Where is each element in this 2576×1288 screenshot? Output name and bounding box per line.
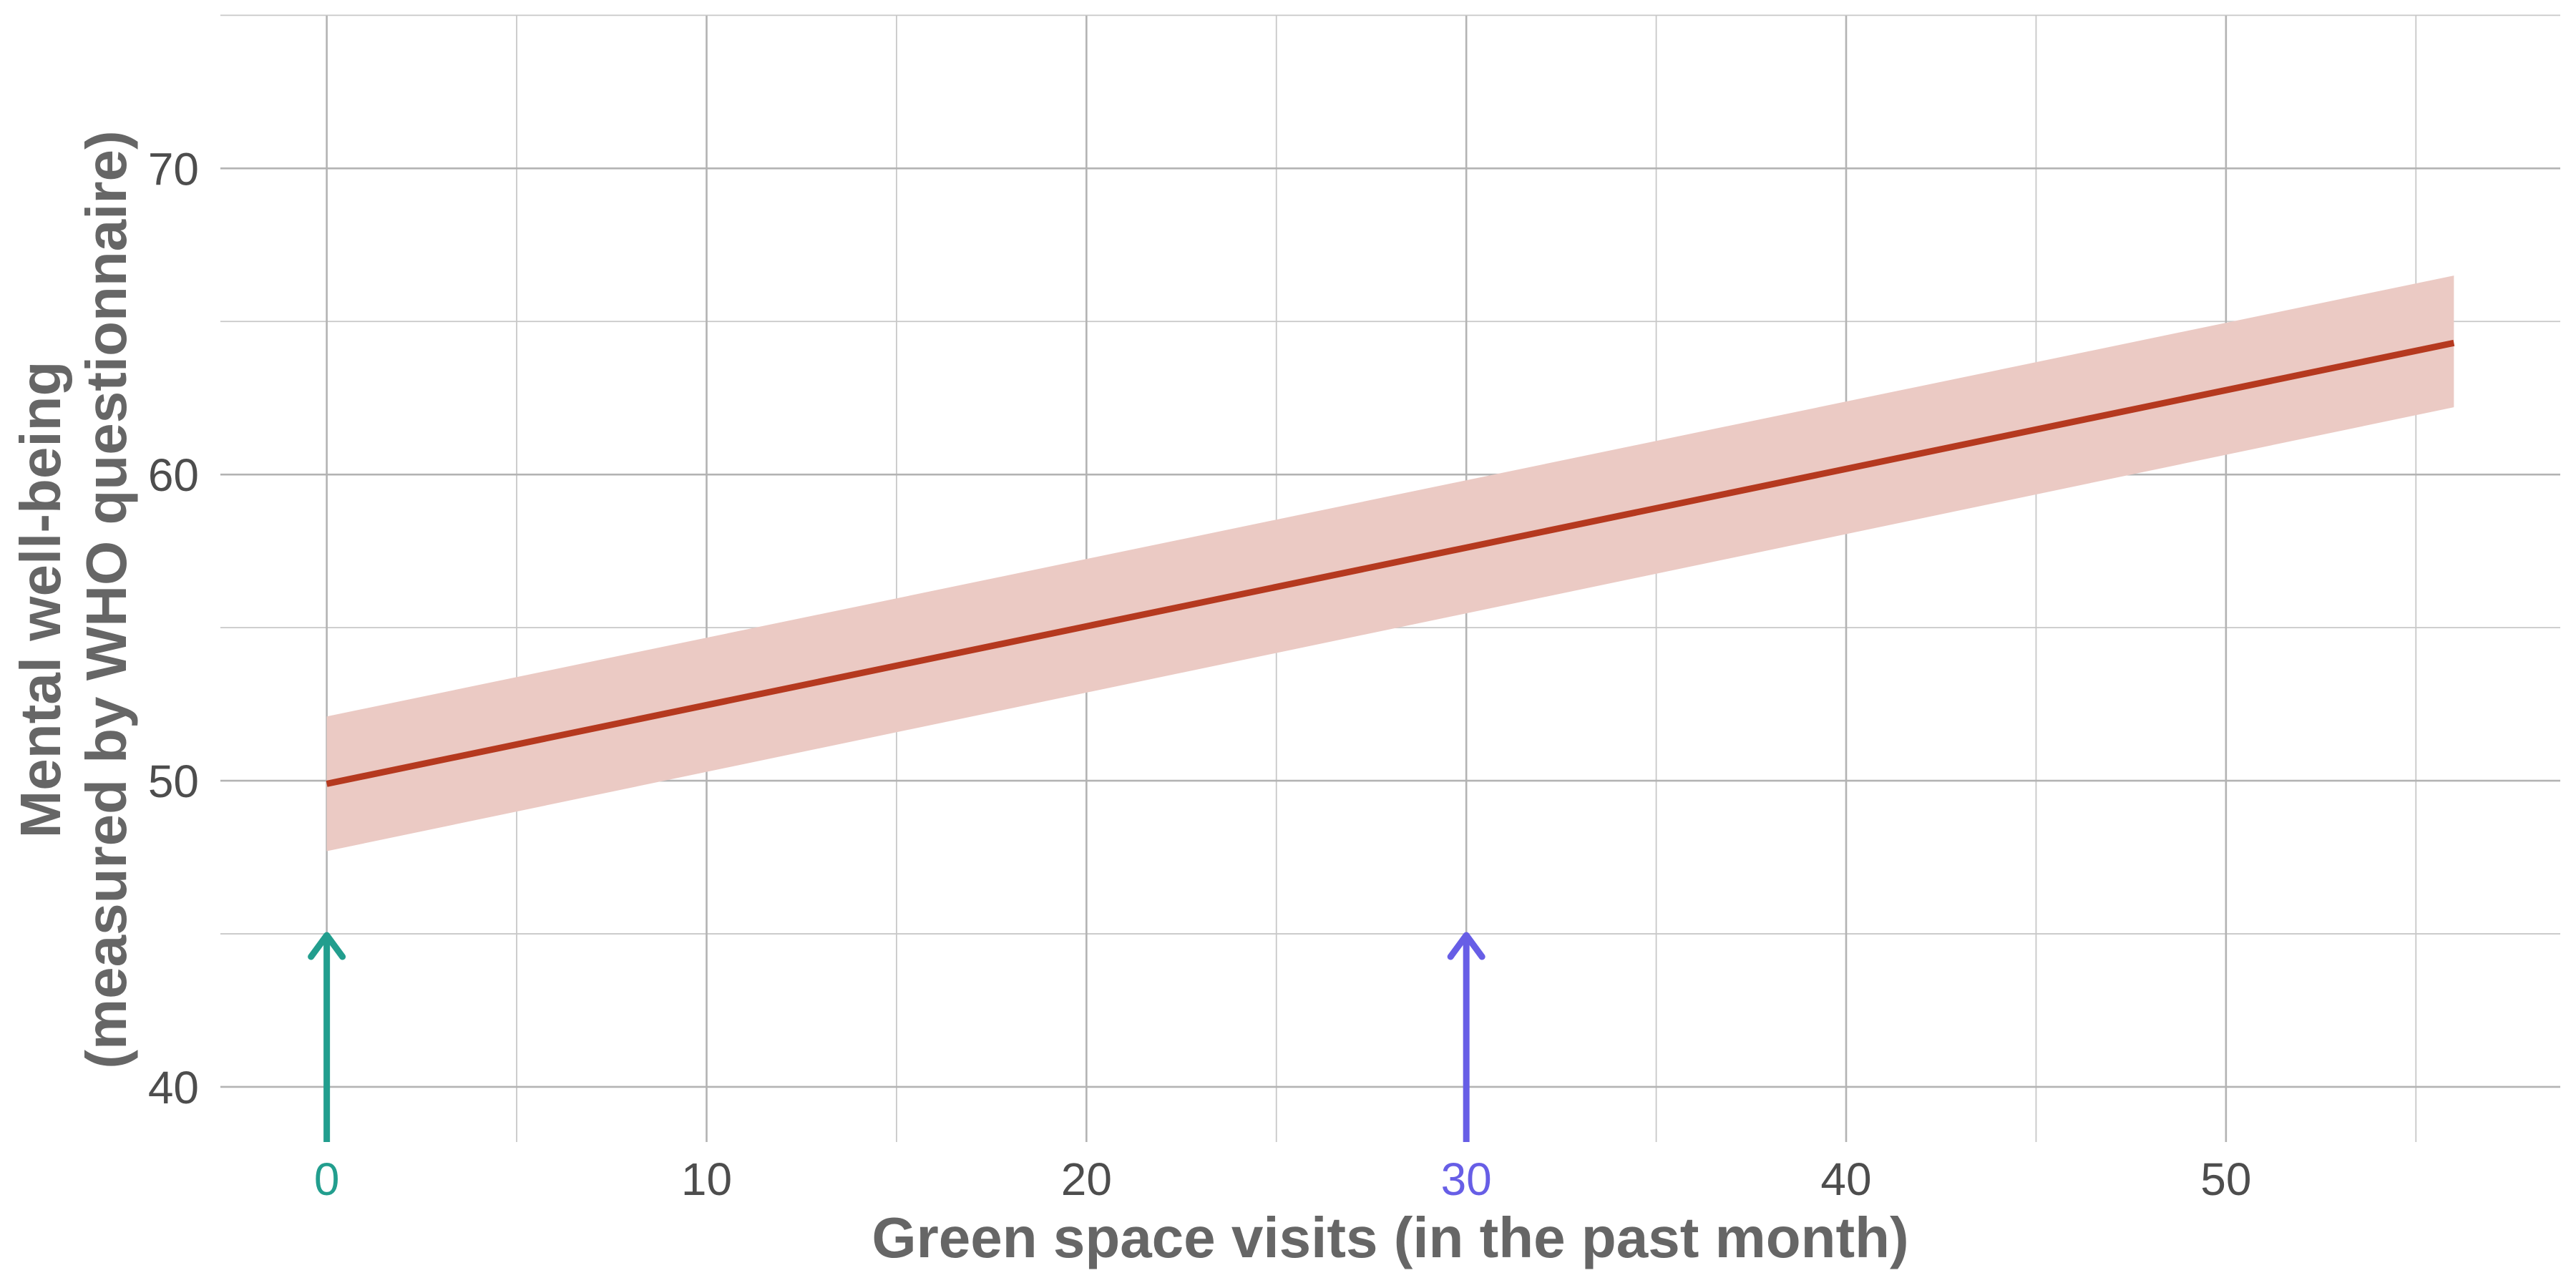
arrow-annotations <box>308 932 1485 1142</box>
y-tick-label: 40 <box>148 1062 199 1113</box>
x-axis-tick-labels: 0 10 20 30 40 50 <box>314 1153 2252 1205</box>
x-tick-label: 40 <box>1820 1153 1871 1205</box>
arrow-head <box>1447 932 1485 960</box>
y-axis-title: Mental well-being (measured by WHO quest… <box>9 130 138 1068</box>
y-tick-label: 60 <box>148 449 199 501</box>
y-tick-label: 50 <box>148 756 199 807</box>
plot-area <box>326 275 2455 852</box>
arrow-annotation <box>308 932 346 1142</box>
minor-gridlines <box>220 14 2560 1142</box>
x-tick-label: 50 <box>2200 1153 2251 1205</box>
y-axis-tick-labels: 40 50 60 70 <box>148 143 199 1113</box>
x-tick-label: 30 <box>1441 1153 1492 1205</box>
x-axis-title: Green space visits (in the past month) <box>872 1206 1908 1269</box>
arrow-head <box>308 932 346 960</box>
arrow-annotation <box>1447 932 1485 1142</box>
x-tick-label: 0 <box>314 1153 340 1205</box>
x-tick-label: 20 <box>1061 1153 1112 1205</box>
regression-line <box>326 339 2455 787</box>
y-axis-title-line-2: (measured by WHO questionnaire) <box>74 130 138 1068</box>
y-tick-label: 70 <box>148 143 199 195</box>
x-tick-label: 10 <box>681 1153 732 1205</box>
y-axis-title-line-1: Mental well-being <box>9 361 72 839</box>
